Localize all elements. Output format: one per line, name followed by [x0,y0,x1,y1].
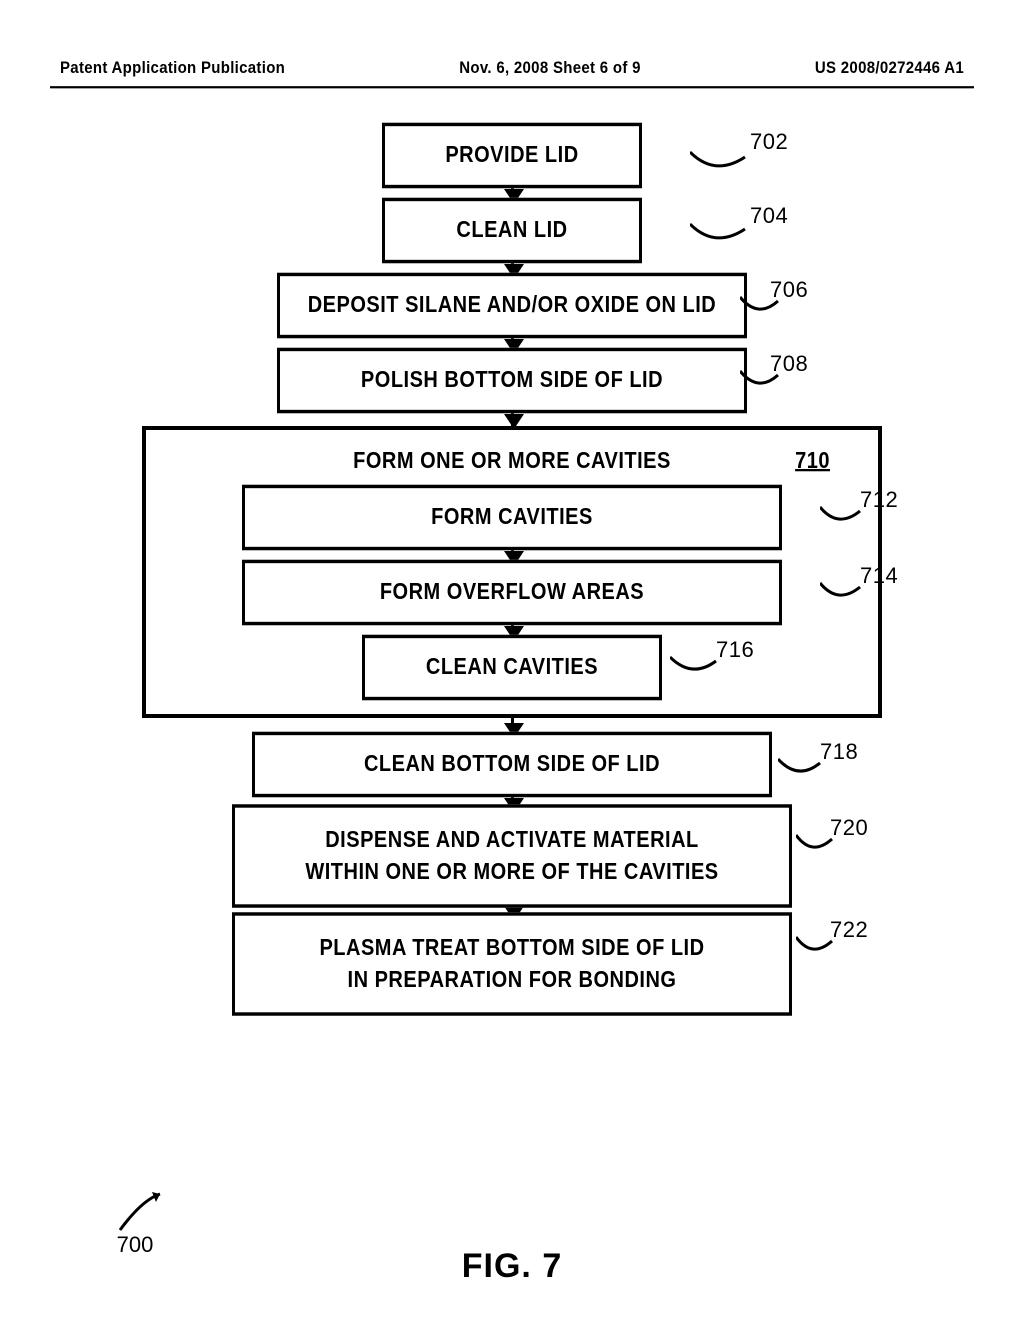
patent-page: Patent Application Publication Nov. 6, 2… [0,0,1024,1320]
step-form-cavities: FORM CAVITIES [242,485,782,551]
step-clean-cavities: CLEAN CAVITIES [362,635,662,701]
step-form-overflow: FORM OVERFLOW AREAS [242,560,782,626]
ref-714: 714 [860,563,898,589]
lead-line-icon [778,755,822,781]
ref-704: 704 [750,203,788,229]
step-clean-bottom: CLEAN BOTTOM SIDE OF LID [252,732,772,798]
group-ref-710: 710 [795,448,830,474]
header-publication: Patent Application Publication [60,59,285,78]
step-provide-lid: PROVIDE LID [382,123,642,189]
flowchart-diagram: PROVIDE LID CLEAN LID DEPOSIT SILANE AND… [50,127,974,1267]
ref-702: 702 [750,129,788,155]
page-header: Patent Application Publication Nov. 6, 2… [50,59,974,89]
step-line-2: IN PREPARATION FOR BONDING [348,967,677,992]
lead-line-icon [796,933,834,959]
lead-line-icon [820,503,862,529]
step-dispense-activate: DISPENSE AND ACTIVATE MATERIAL WITHIN ON… [232,804,792,908]
step-clean-lid: CLEAN LID [382,198,642,264]
ref-706: 706 [770,277,808,303]
group-title-row: FORM ONE OR MORE CAVITIES 710 [168,448,856,474]
ref-720: 720 [830,815,868,841]
step-deposit-silane: DEPOSIT SILANE AND/OR OXIDE ON LID [277,273,747,339]
figure-label: FIG. 7 [0,1247,1024,1286]
group-inner-steps: FORM CAVITIES FORM OVERFLOW AREAS CLEAN … [168,489,856,696]
ref-718: 718 [820,739,858,765]
step-line-2: WITHIN ONE OR MORE OF THE CAVITIES [305,859,718,884]
lead-line-icon [820,579,862,605]
ref-712: 712 [860,487,898,513]
ref-708: 708 [770,351,808,377]
group-form-cavities: FORM ONE OR MORE CAVITIES 710 FORM CAVIT… [142,426,882,718]
step-polish-bottom: POLISH BOTTOM SIDE OF LID [277,348,747,414]
ref-716: 716 [716,637,754,663]
step-line-1: PLASMA TREAT BOTTOM SIDE OF LID [319,935,704,960]
ref-722: 722 [830,917,868,943]
lead-line-icon [690,219,750,249]
lead-line-icon [670,653,718,679]
lead-line-icon [796,831,834,857]
flowchart: PROVIDE LID CLEAN LID DEPOSIT SILANE AND… [50,127,974,1009]
step-line-1: DISPENSE AND ACTIVATE MATERIAL [325,827,699,852]
step-plasma-treat: PLASMA TREAT BOTTOM SIDE OF LID IN PREPA… [232,912,792,1016]
group-title: FORM ONE OR MORE CAVITIES [353,448,671,474]
lead-line-icon [100,1190,170,1234]
header-patent-number: US 2008/0272446 A1 [815,59,964,78]
header-sheet-info: Nov. 6, 2008 Sheet 6 of 9 [459,59,640,78]
lead-line-icon [690,147,750,177]
